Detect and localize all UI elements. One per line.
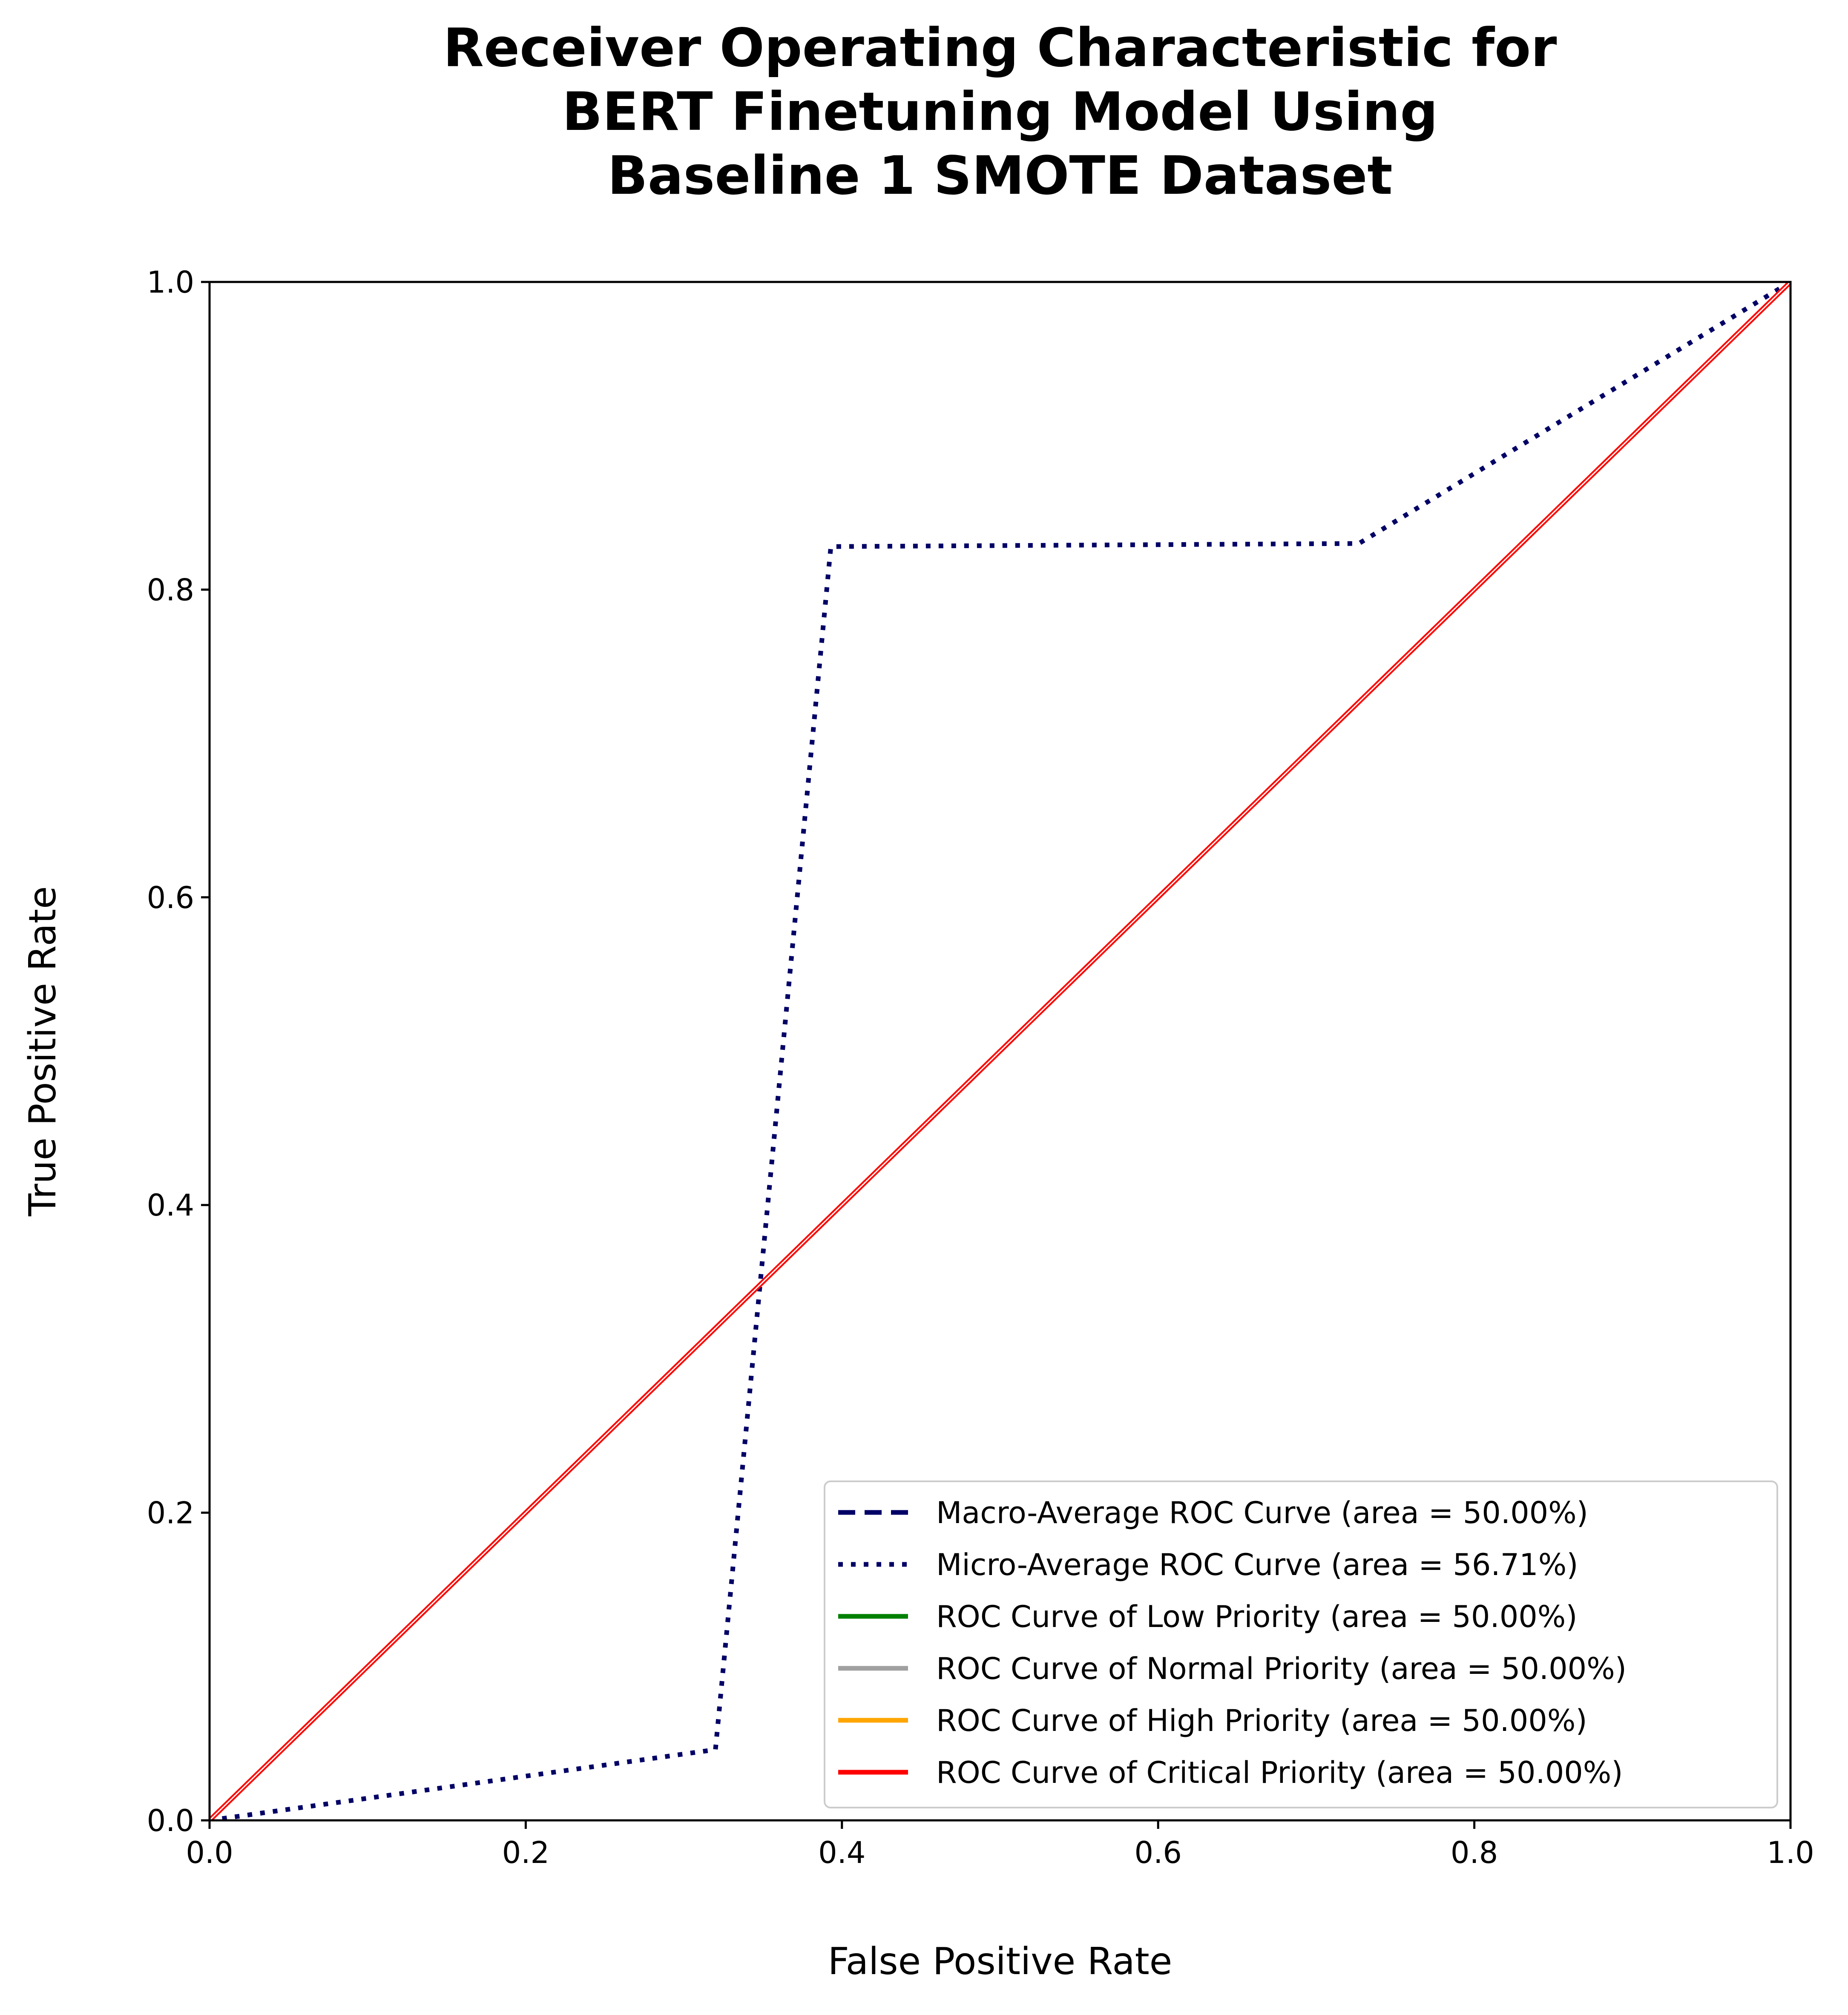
legend-label-0: Macro-Average ROC Curve (area = 50.00%) [936, 1495, 1588, 1530]
legend-label-2: ROC Curve of Low Priority (area = 50.00%… [936, 1599, 1578, 1634]
chart-title-line-1: Receiver Operating Characteristic for [443, 17, 1557, 79]
legend-label-1: Micro-Average ROC Curve (area = 56.71%) [936, 1547, 1578, 1582]
x-tick-label: 0.6 [1135, 1835, 1182, 1870]
series-line-1 [210, 282, 1791, 1820]
y-tick-label: 0.2 [147, 1496, 194, 1531]
y-tick-label: 0.8 [147, 572, 194, 607]
legend-label-4: ROC Curve of High Priority (area = 50.00… [936, 1703, 1587, 1738]
series-layer [210, 282, 1791, 1820]
x-tick-label: 0.4 [818, 1835, 865, 1870]
y-tick-label: 0.0 [147, 1803, 194, 1838]
y-axis-ticks: 0.0 0.2 0.4 0.6 0.8 1.0 [147, 265, 210, 1838]
legend-label-5: ROC Curve of Critical Priority (area = 5… [936, 1755, 1623, 1790]
chart-title-line-2: BERT Finetuning Model Using [562, 81, 1438, 143]
x-axis-label: False Positive Rate [828, 1940, 1173, 1983]
chart-title: Receiver Operating Characteristic for BE… [443, 17, 1557, 207]
x-tick-label: 0.2 [502, 1835, 549, 1870]
legend: Macro-Average ROC Curve (area = 50.00%) M… [824, 1480, 1778, 1808]
legend-label-3: ROC Curve of Normal Priority (area = 50.… [936, 1651, 1627, 1686]
legend-box [824, 1480, 1778, 1808]
x-tick-label: 0.0 [186, 1835, 233, 1870]
y-tick-label: 1.0 [147, 265, 194, 300]
y-axis-label: True Positive Rate [21, 886, 64, 1217]
x-tick-label: 0.8 [1451, 1835, 1498, 1870]
chart-title-line-3: Baseline 1 SMOTE Dataset [607, 145, 1392, 207]
legend-entries: Macro-Average ROC Curve (area = 50.00%) M… [838, 1495, 1627, 1790]
plot-frame [208, 281, 1792, 1822]
y-tick-label: 0.6 [147, 880, 194, 915]
x-axis-ticks: 0.0 0.2 0.4 0.6 0.8 1.0 [186, 1820, 1814, 1870]
y-tick-label: 0.4 [147, 1188, 194, 1223]
diagonal-reference-line [210, 282, 1791, 1820]
x-tick-label: 1.0 [1767, 1835, 1814, 1870]
